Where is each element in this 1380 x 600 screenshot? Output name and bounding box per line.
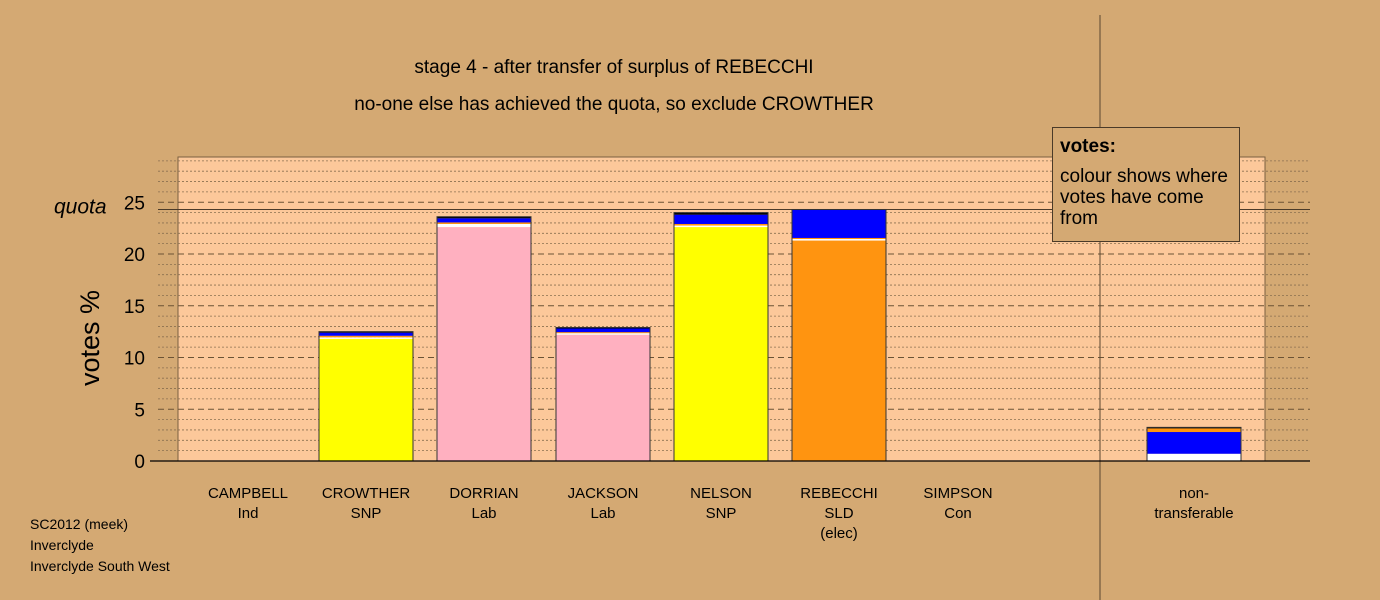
bar-nontransferable-segment-thin_orange — [1147, 428, 1241, 433]
candidate-simpson-label-0: SIMPSON — [923, 485, 992, 502]
bar-nontransferable-segment-transfer — [1147, 432, 1241, 454]
chart-title: stage 4 - after transfer of surplus of R… — [414, 57, 814, 78]
bar-jackson-segment-thin_white — [556, 333, 650, 335]
bar-crowther-segment-thin_black — [319, 331, 413, 333]
candidate-crowther-label-0: CROWTHER — [322, 485, 410, 502]
candidate-crowther-label-1: SNP — [351, 505, 382, 522]
bar-jackson-segment-thin_black — [556, 327, 650, 329]
bar-nelson-segment-thin_black — [674, 212, 768, 215]
y-tick-label: 25 — [124, 193, 145, 214]
nontransferable-label-0: non- — [1179, 485, 1209, 502]
candidate-dorrian-label-0: DORRIAN — [449, 485, 518, 502]
bar-jackson-segment-transfer — [556, 328, 650, 333]
candidate-jackson-label-1: Lab — [590, 505, 615, 522]
bar-crowther-segment-thin_white — [319, 337, 413, 339]
candidate-rebecchi-label-2: (elec) — [820, 525, 858, 542]
candidate-rebecchi-label-0: REBECCHI — [800, 485, 878, 502]
candidate-nelson-label-1: SNP — [706, 505, 737, 522]
chart-subtitle: no-one else has achieved the quota, so e… — [354, 94, 874, 115]
footer-info: SC2012 (meek) Inverclyde Inverclyde Sout… — [30, 514, 170, 577]
candidate-nelson-label-0: NELSON — [690, 485, 752, 502]
footer-line-ward: Inverclyde South West — [30, 558, 170, 574]
candidate-campbell-label-0: CAMPBELL — [208, 485, 288, 502]
y-tick-label: 15 — [124, 297, 145, 318]
candidate-simpson-label-1: Con — [944, 505, 972, 522]
footer-line-council: Inverclyde — [30, 537, 94, 553]
bar-nontransferable-segment-thin_black — [1147, 427, 1241, 429]
y-tick-label: 5 — [134, 400, 145, 421]
bar-rebecchi-segment-sld — [792, 240, 886, 461]
bar-dorrian-segment-thin_white — [437, 223, 531, 228]
bar-rebecchi-segment-thin_white — [792, 238, 886, 241]
bar-crowther-segment-transfer — [319, 332, 413, 336]
bar-crowther-segment-thin_orange — [319, 335, 413, 338]
bar-nelson-segment-thin_orange — [674, 223, 768, 226]
bar-dorrian-segment-transfer — [437, 218, 531, 223]
bar-dorrian-segment-thin_black — [437, 216, 531, 219]
bar-nelson-segment-thin_white — [674, 225, 768, 228]
bar-nelson-segment-transfer — [674, 214, 768, 224]
bar-dorrian-segment-thin_orange — [437, 222, 531, 224]
bar-rebecchi-segment-transfer — [792, 209, 886, 238]
candidate-jackson-label-0: JACKSON — [568, 485, 639, 502]
footer-line-system: SC2012 (meek) — [30, 516, 129, 532]
bar-nelson-segment-snp — [674, 227, 768, 461]
y-tick-label: 0 — [134, 452, 145, 473]
candidate-campbell-label-1: Ind — [238, 505, 259, 522]
y-tick-label: 10 — [124, 349, 145, 370]
legend-text: colour shows where votes have come from — [1060, 166, 1228, 229]
bar-rebecchi-segment-thin_orange — [792, 237, 886, 239]
candidate-rebecchi-label-1: SLD — [824, 505, 853, 522]
quota-label: quota — [54, 195, 107, 218]
bar-dorrian-segment-lab — [437, 227, 531, 461]
legend-heading: votes: — [1060, 136, 1116, 157]
legend-box: votes: colour shows where votes have com… — [1052, 127, 1240, 242]
bar-jackson-segment-thin_orange — [556, 332, 650, 334]
candidate-dorrian-label-1: Lab — [471, 505, 496, 522]
bar-nontransferable-segment-nontransferable_base — [1147, 453, 1241, 461]
y-tick-label: 20 — [124, 245, 145, 266]
bar-jackson-segment-lab — [556, 334, 650, 461]
bar-crowther-segment-snp — [319, 338, 413, 461]
y-axis-label: votes % — [75, 290, 105, 386]
nontransferable-label-1: transferable — [1154, 505, 1233, 522]
